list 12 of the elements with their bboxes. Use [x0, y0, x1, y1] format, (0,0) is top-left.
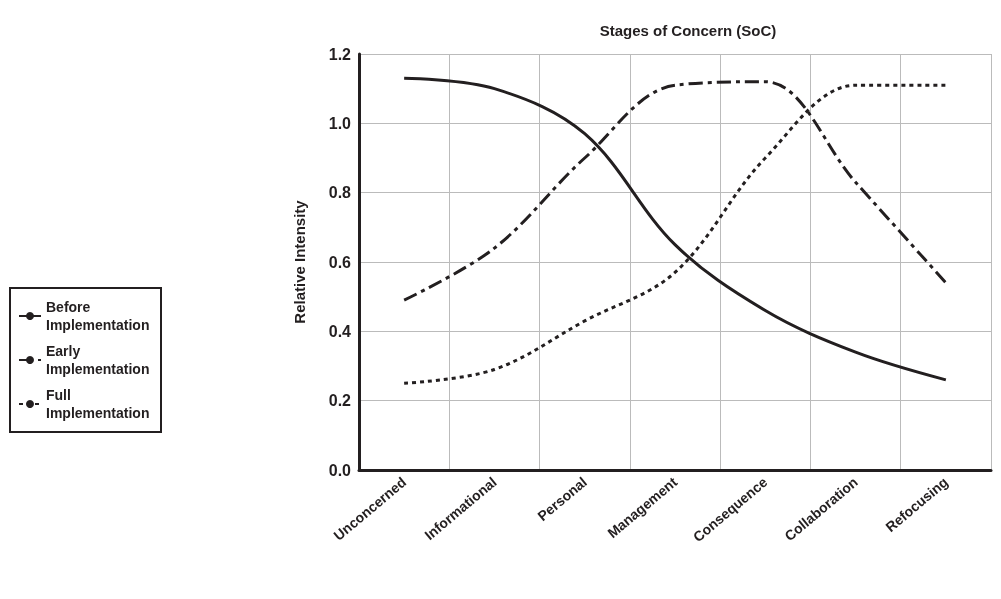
y-axis-title: Relative Intensity — [291, 199, 308, 324]
chart-title: Stages of Concern (SoC) — [599, 22, 777, 39]
y-tick-label: 0.6 — [328, 253, 352, 271]
legend-label: Before Implementation — [46, 299, 150, 333]
y-tick-label: 1.2 — [328, 45, 352, 63]
legend-label: Early Implementation — [46, 343, 150, 377]
legend-label: Full Implementation — [46, 387, 150, 421]
y-tick-label: 1.0 — [328, 114, 352, 132]
y-tick-label: 0.2 — [328, 392, 352, 410]
y-tick-label: 0.4 — [328, 322, 352, 340]
y-tick-label: 0.0 — [328, 461, 352, 479]
y-tick-label: 0.8 — [328, 184, 352, 202]
